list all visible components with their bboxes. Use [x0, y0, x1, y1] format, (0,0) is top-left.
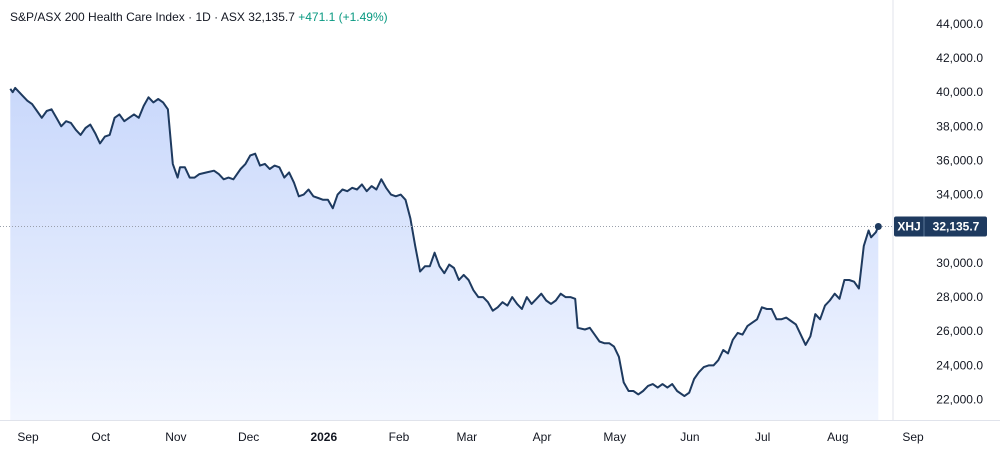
last-price-value: 32,135.7 [933, 219, 980, 233]
y-tick-label: 28,000.0 [936, 290, 983, 304]
last-price-label-bg [894, 216, 987, 237]
chart-header: S&P/ASX 200 Health Care Index · 1D · ASX… [10, 10, 388, 24]
last-price-label: XHJ 32,135.7 [894, 216, 987, 237]
price-line [9, 86, 880, 398]
separator-1: · [188, 10, 193, 24]
x-tick-label: Sep [902, 430, 924, 444]
x-tick-label: Mar [457, 430, 478, 444]
exchange: ASX [220, 10, 245, 24]
interval[interactable]: 1D [195, 10, 211, 24]
x-tick-label: Dec [238, 430, 259, 444]
last-point-marker [874, 222, 882, 230]
y-tick-label: 24,000.0 [936, 358, 983, 372]
x-tick-label: May [603, 430, 626, 444]
x-tick-label: Jul [755, 430, 770, 444]
x-tick-label: Aug [827, 430, 848, 444]
y-tick-label: 38,000.0 [936, 119, 983, 133]
x-tick-label: Apr [533, 430, 552, 444]
price-axis[interactable]: 22,000.0 24,000.0 26,000.0 28,000.0 30,000.0… [892, 0, 983, 420]
symbol-name: S&P/ASX 200 Health Care Index [10, 10, 185, 24]
x-tick-label: Feb [389, 430, 410, 444]
y-tick-label: 44,000.0 [936, 17, 983, 31]
y-tick-label: 40,000.0 [936, 85, 983, 99]
y-tick-label: 36,000.0 [936, 153, 983, 167]
separator-2: · [214, 10, 219, 24]
price-change: +471.1 (+1.49%) [298, 10, 388, 24]
y-tick-label: 42,000.0 [936, 51, 983, 65]
time-axis[interactable]: Sep Oct Nov Dec 2026 Feb Mar Apr May Jun Jul Aug Sep [0, 420, 1000, 445]
area-fill [10, 87, 879, 421]
y-tick-label: 26,000.0 [936, 324, 983, 338]
y-tick-label: 22,000.0 [936, 393, 983, 407]
y-tick-label: 34,000.0 [936, 188, 983, 202]
last-price: 32,135.7 [248, 10, 295, 24]
x-tick-label: Jun [680, 430, 699, 444]
x-tick-label: Oct [91, 430, 110, 444]
y-tick-label: 30,000.0 [936, 256, 983, 270]
x-tick-label: 2026 [310, 430, 337, 444]
x-tick-label: Nov [165, 430, 186, 444]
x-tick-label: Sep [17, 430, 39, 444]
symbol-tag: XHJ [897, 219, 920, 233]
